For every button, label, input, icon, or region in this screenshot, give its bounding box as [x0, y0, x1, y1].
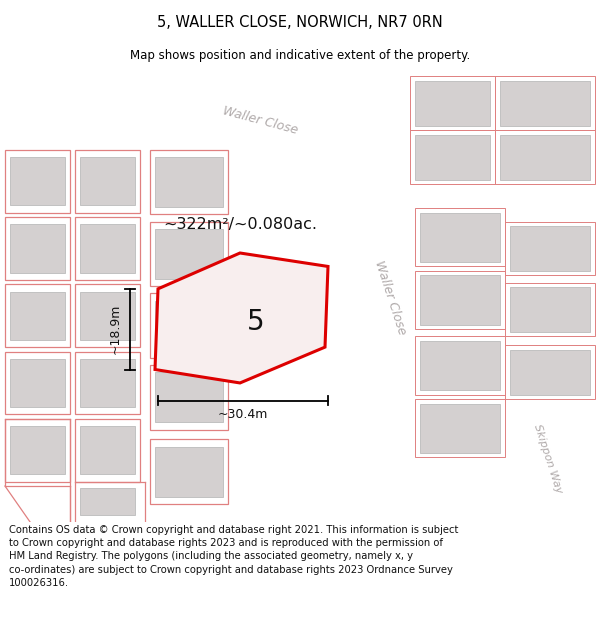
Bar — [415, 208, 505, 266]
Bar — [410, 130, 495, 184]
Bar — [155, 372, 223, 423]
Bar — [80, 426, 135, 474]
Bar — [510, 350, 590, 394]
Text: Map shows position and indicative extent of the property.: Map shows position and indicative extent… — [130, 49, 470, 62]
Bar — [5, 150, 70, 213]
Polygon shape — [155, 253, 328, 383]
Bar — [155, 301, 223, 351]
Bar — [150, 293, 228, 358]
Bar — [420, 404, 500, 453]
Text: Waller Close: Waller Close — [221, 104, 299, 137]
Bar — [150, 150, 228, 214]
Bar — [10, 359, 65, 407]
Bar — [155, 229, 223, 279]
Bar — [150, 222, 228, 286]
Text: Waller Close: Waller Close — [372, 259, 408, 337]
Bar — [80, 291, 135, 340]
Bar — [500, 81, 590, 126]
Text: Skippon Way: Skippon Way — [532, 423, 564, 495]
Bar — [505, 222, 595, 276]
Polygon shape — [125, 74, 600, 186]
Polygon shape — [340, 146, 600, 446]
Bar — [10, 157, 65, 206]
Bar — [5, 352, 70, 414]
Bar — [10, 291, 65, 340]
Bar — [500, 135, 590, 179]
Bar — [415, 336, 505, 394]
Bar — [420, 341, 500, 390]
Bar — [80, 157, 135, 206]
Bar — [10, 224, 65, 272]
Bar — [155, 447, 223, 497]
Text: ~322m²/~0.080ac.: ~322m²/~0.080ac. — [163, 217, 317, 232]
Bar — [420, 276, 500, 325]
Bar — [420, 213, 500, 262]
Bar — [150, 439, 228, 504]
Bar — [415, 81, 490, 126]
Text: 5: 5 — [247, 309, 265, 336]
Bar — [75, 352, 140, 414]
Bar — [5, 284, 70, 347]
Bar — [80, 224, 135, 272]
Bar — [495, 130, 595, 184]
Bar — [415, 399, 505, 458]
Bar — [155, 157, 223, 208]
Bar — [510, 226, 590, 271]
Bar — [75, 150, 140, 213]
Bar — [505, 346, 595, 399]
Bar — [80, 488, 135, 515]
Bar — [510, 287, 590, 332]
Bar — [410, 76, 495, 130]
Text: ~30.4m: ~30.4m — [218, 408, 268, 421]
Bar — [75, 217, 140, 280]
Polygon shape — [476, 369, 600, 522]
Bar — [495, 76, 595, 130]
Text: 5, WALLER CLOSE, NORWICH, NR7 0RN: 5, WALLER CLOSE, NORWICH, NR7 0RN — [157, 14, 443, 29]
Bar — [415, 135, 490, 179]
Bar — [75, 284, 140, 347]
Bar — [415, 271, 505, 329]
Bar — [10, 426, 65, 474]
Text: Contains OS data © Crown copyright and database right 2021. This information is : Contains OS data © Crown copyright and d… — [9, 525, 458, 588]
Bar — [5, 217, 70, 280]
Bar — [80, 359, 135, 407]
Bar — [505, 282, 595, 336]
Bar — [5, 419, 70, 481]
Text: ~18.9m: ~18.9m — [109, 304, 122, 354]
Bar — [75, 419, 140, 481]
Bar — [150, 365, 228, 429]
